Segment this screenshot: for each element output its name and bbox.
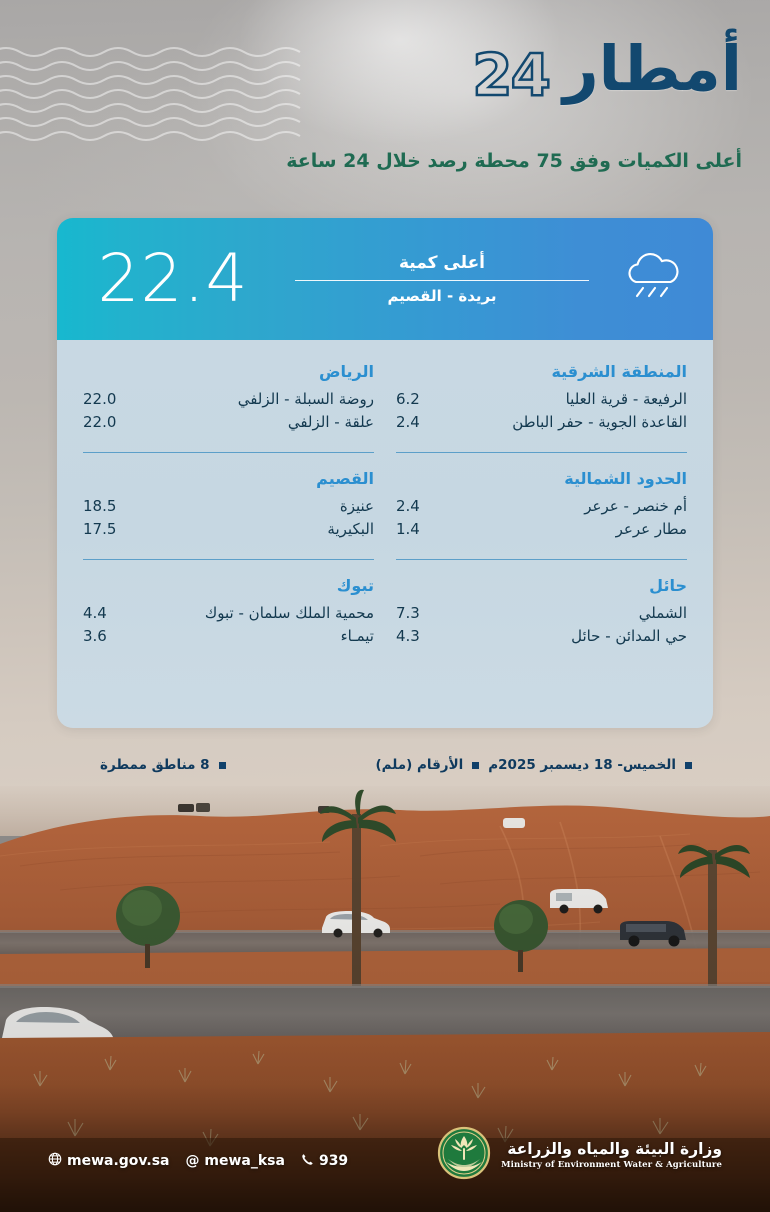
column-left: المنطقة الشرقية الرفيعة - قرية العليا 6.2 ا… (396, 362, 687, 718)
station-value: 18.5 (83, 497, 117, 515)
ministry-name-en: Ministry of Environment Water & Agricult… (501, 1160, 722, 1170)
table-row: الرفيعة - قرية العليا 6.2 (396, 390, 687, 408)
wave-decoration (0, 46, 301, 142)
meta-left-group: 8 مناطق ممطرة (100, 757, 226, 773)
station-value: 22.0 (83, 413, 117, 431)
table-row: مطار عرعر 1.4 (396, 520, 687, 538)
social-handle[interactable]: @ mewa_ksa (186, 1153, 285, 1169)
region-heading: الرياض (319, 362, 374, 381)
page-title-number: 24 (471, 41, 552, 109)
bullet-icon (685, 761, 692, 769)
station-value: 2.4 (396, 413, 420, 431)
station-value: 17.5 (83, 520, 117, 538)
region-group: الرياض روضة السبلة - الزلفي 22.0 علقة - الز… (83, 362, 374, 436)
region-group: القصيم عنيزة 18.5 البكيرية 17.5 (83, 452, 374, 543)
region-heading: المنطقة الشرقية (551, 362, 687, 381)
region-heading: تبوك (336, 576, 374, 595)
table-row: تيمـاء 3.6 (83, 627, 374, 645)
column-right: الرياض روضة السبلة - الزلفي 22.0 علقة - الز… (83, 362, 374, 718)
meta-right-group: الخميس- 18 ديسمبر 2025م الأرقام (ملم) (375, 757, 692, 773)
region-group: حائل الشملي 7.3 حي المدائن - حائل 4.3 (396, 559, 687, 650)
table-row: الشملي 7.3 (396, 604, 687, 622)
social-label: @ mewa_ksa (185, 1153, 285, 1169)
station-value: 22.0 (83, 390, 117, 408)
table-row: محمية الملك سلمان - تبوك 4.4 (83, 604, 374, 622)
station-value: 2.4 (396, 497, 420, 515)
region-heading: القصيم (316, 469, 374, 488)
meta-units: الأرقام (ملم) (375, 757, 464, 773)
station-name: روضة السبلة - الزلفي (237, 390, 374, 408)
top-amount-value: 22.4 (97, 240, 249, 317)
desert-photo (0, 786, 770, 1212)
data-panel: أعلى كمية بريدة - القصيم 22.4 المنطقة ال… (57, 218, 713, 728)
station-name: البكيرية (327, 520, 374, 538)
top-amount-card: أعلى كمية بريدة - القصيم 22.4 (57, 218, 713, 340)
rain-cloud-icon (595, 248, 713, 310)
top-amount-place: بريدة - القصيم (387, 287, 497, 306)
station-name: القاعدة الجوية - حفر الباطن (512, 413, 687, 431)
table-row: البكيرية 17.5 (83, 520, 374, 538)
station-name: الشملي (638, 604, 687, 622)
bullet-icon (472, 761, 480, 769)
station-name: محمية الملك سلمان - تبوك (204, 604, 374, 622)
region-heading: الحدود الشمالية (564, 469, 687, 488)
station-name: تيمـاء (340, 627, 374, 645)
table-row: القاعدة الجوية - حفر الباطن 2.4 (396, 413, 687, 431)
station-name: حي المدائن - حائل (571, 627, 687, 645)
station-name: مطار عرعر (615, 520, 687, 538)
meta-regions-count: 8 مناطق ممطرة (100, 757, 210, 773)
page-subtitle: أعلى الكميات وفق 75 محطة رصد خلال 24 ساع… (286, 150, 742, 172)
table-row: حي المدائن - حائل 4.3 (396, 627, 687, 645)
phone-icon (301, 1153, 314, 1170)
station-value: 3.6 (83, 627, 107, 645)
top-amount-label: أعلى كمية (398, 252, 486, 273)
table-row: أم خنصر - عرعر 2.4 (396, 497, 687, 515)
station-value: 1.4 (396, 520, 420, 538)
region-group: المنطقة الشرقية الرفيعة - قرية العليا 6.2 ا… (396, 362, 687, 436)
station-value: 4.4 (83, 604, 107, 622)
website-link[interactable]: mewa.gov.sa (48, 1152, 170, 1170)
meta-date: الخميس- 18 ديسمبر 2025م (488, 757, 676, 773)
region-group: تبوك محمية الملك سلمان - تبوك 4.4 تيمـاء 3.6 (83, 559, 374, 650)
table-row: روضة السبلة - الزلفي 22.0 (83, 390, 374, 408)
station-name: الرفيعة - قرية العليا (565, 390, 687, 408)
bullet-icon (218, 761, 226, 769)
meta-bar: الخميس- 18 ديسمبر 2025م الأرقام (ملم) 8 … (0, 752, 770, 778)
station-name: عنيزة (339, 497, 374, 515)
station-name: علقة - الزلفي (287, 413, 374, 431)
table-row: عنيزة 18.5 (83, 497, 374, 515)
region-heading: حائل (649, 576, 687, 595)
ministry-logo: وزارة البيئة والمياه والزراعة Ministry o… (437, 1126, 722, 1184)
ministry-text: وزارة البيئة والمياه والزراعة Ministry o… (501, 1140, 722, 1170)
station-value: 6.2 (396, 390, 420, 408)
globe-icon (48, 1152, 62, 1170)
phone-number[interactable]: 939 (301, 1153, 348, 1170)
table-row: علقة - الزلفي 22.0 (83, 413, 374, 431)
top-amount-info: أعلى كمية بريدة - القصيم (289, 252, 595, 306)
saudi-palm-swords-emblem (437, 1126, 491, 1184)
website-label: mewa.gov.sa (67, 1153, 170, 1169)
divider (295, 279, 589, 282)
phone-label: 939 (318, 1153, 349, 1169)
contact-bar: mewa.gov.sa @ mewa_ksa 939 (48, 1152, 348, 1170)
region-group: الحدود الشمالية أم خنصر - عرعر 2.4 مطار عرع… (396, 452, 687, 543)
page-title: أمطار 24 (471, 32, 743, 106)
readings-table: المنطقة الشرقية الرفيعة - قرية العليا 6.2 ا… (57, 340, 713, 728)
station-name: أم خنصر - عرعر (584, 497, 687, 515)
page-title-word: أمطار (562, 32, 743, 105)
ministry-name-ar: وزارة البيئة والمياه والزراعة (507, 1140, 722, 1158)
station-value: 4.3 (396, 627, 420, 645)
station-value: 7.3 (396, 604, 420, 622)
